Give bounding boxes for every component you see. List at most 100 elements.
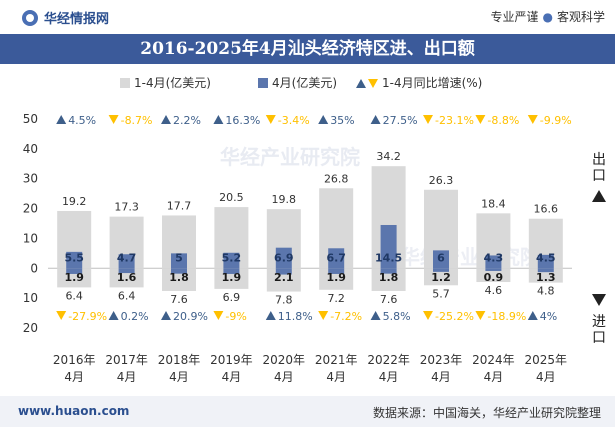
bar-export-april [171,253,187,269]
data-label-import-cumulative: 5.7 [432,287,450,300]
growth-up-arrow-icon [161,115,171,124]
data-label-import-april: 1.8 [169,271,189,284]
data-label-import-april: 1.9 [64,271,84,284]
chart-area: 华经产业研究院 华经产业研究院 1-4月(亿美元) 4月(亿美元) 1-4月同比增速(%… [0,64,615,394]
data-label-export-cumulative: 18.4 [481,197,506,210]
data-label-export-cumulative: 26.3 [429,174,454,187]
data-label-import-cumulative: 6.4 [65,289,83,302]
x-tick-label-month: 4月 [64,370,84,384]
bar-export-april [275,247,292,269]
x-tick-label-month: 4月 [169,370,189,384]
bar-export-april [66,251,83,269]
x-tick-label-year: 2021年 [315,353,358,367]
growth-down-arrow-icon [213,311,224,320]
y-tick-label: 30 [23,172,38,186]
growth-label-import: 5.8% [383,310,411,323]
growth-label-import: -7.2% [330,310,362,323]
growth-label-export: -23.1% [435,114,474,127]
y-tick-label: 10 [23,231,38,245]
legend-label-growth: 1-4月同比增速(%) [382,76,482,90]
growth-label-export: 35% [330,114,354,127]
x-tick-label-month: 4月 [431,370,451,384]
bar-import-cumulative [109,268,144,288]
legend-up-arrow-icon [356,79,366,88]
x-tick-label-year: 2016年 [53,353,96,367]
data-label-import-cumulative: 6.4 [118,289,136,302]
growth-up-arrow-icon [370,115,381,124]
growth-label-export: -8.8% [487,114,519,127]
x-tick-label-month: 4月 [379,370,399,384]
growth-label-export: -8.7% [121,114,153,127]
growth-down-arrow-icon [423,115,433,124]
legend-swatch-cumulative [120,78,130,88]
y-tick-label: 20 [23,321,38,335]
right-axis-export-label: 口 [592,168,606,184]
data-label-import-april: 1.9 [326,271,346,284]
growth-label-export: -3.4% [278,114,310,127]
data-label-export-april: 4.7 [117,252,137,265]
data-label-export-april: 14.5 [375,252,402,265]
growth-down-arrow-icon [527,115,538,124]
x-tick-label-year: 2022年 [367,353,410,367]
watermark: 华经产业研究院 [400,245,540,269]
data-label-import-april: 1.9 [222,271,242,284]
bar-export-april [328,248,345,269]
growth-down-arrow-icon [56,311,67,320]
x-tick-label-month: 4月 [117,370,137,384]
data-label-import-april: 1.3 [536,271,556,284]
data-label-export-cumulative: 19.8 [272,193,297,206]
bar-import-april [275,268,292,275]
data-label-export-cumulative: 26.8 [324,172,349,185]
data-label-import-cumulative: 4.6 [485,284,503,297]
data-label-export-april: 6.7 [326,252,346,265]
growth-label-import: 20.9% [173,310,208,323]
y-tick-label: 20 [23,202,38,216]
right-axis-import-label: 进 [592,314,606,330]
bar-import-april [485,268,502,271]
growth-label-export: 2.2% [173,114,201,127]
x-tick-label-year: 2024年 [472,353,515,367]
bar-import-cumulative [424,268,458,286]
y-tick-label: 50 [23,112,38,126]
legend-swatch-april [258,78,268,88]
x-tick-label-year: 2017年 [105,353,148,367]
growth-label-export: 16.3% [225,114,260,127]
growth-down-arrow-icon [108,115,119,124]
data-label-export-cumulative: 17.3 [114,201,139,214]
data-label-export-cumulative: 19.2 [62,195,87,208]
bar-export-april [118,254,135,269]
data-label-import-april: 1.6 [117,271,137,284]
footer-site-link[interactable]: www.huaon.com [18,404,130,418]
x-tick-label-year: 2023年 [420,353,463,367]
y-tick-label: 40 [23,142,38,156]
bar-import-april [223,268,240,274]
brand-name: 华经情报网 [44,12,110,27]
y-tick-label: 10 [23,291,38,305]
data-label-import-april: 0.9 [484,271,504,284]
growth-down-arrow-icon [318,311,329,320]
bar-import-april [380,268,397,274]
bar-import-april [171,268,187,274]
bar-export-april [433,250,449,269]
slogan-separator-dot-icon: ● [542,10,553,24]
slogan-left: 专业严谨 [490,10,539,24]
slogan-right: 客观科学 [556,10,605,24]
bar-export-april [485,255,502,269]
data-label-import-cumulative: 7.6 [170,293,188,306]
data-label-import-cumulative: 7.2 [327,292,345,305]
brand-logo-icon [22,9,38,26]
growth-down-arrow-icon [475,115,486,124]
growth-label-import: -27.9% [68,310,107,323]
x-tick-label-year: 2018年 [158,353,201,367]
growth-label-import: 0.2% [121,310,149,323]
data-label-import-cumulative: 6.9 [223,291,241,304]
growth-up-arrow-icon [108,311,119,320]
data-label-export-cumulative: 34.2 [376,150,401,163]
chart-title: 2016-2025年4月汕头经济特区进、出口额 [0,34,615,64]
growth-label-export: -9.9% [540,114,572,127]
bar-import-april [537,268,554,273]
brand[interactable]: 华经情报网 [22,8,109,27]
data-label-export-cumulative: 20.5 [219,191,244,204]
growth-down-arrow-icon [475,311,486,320]
